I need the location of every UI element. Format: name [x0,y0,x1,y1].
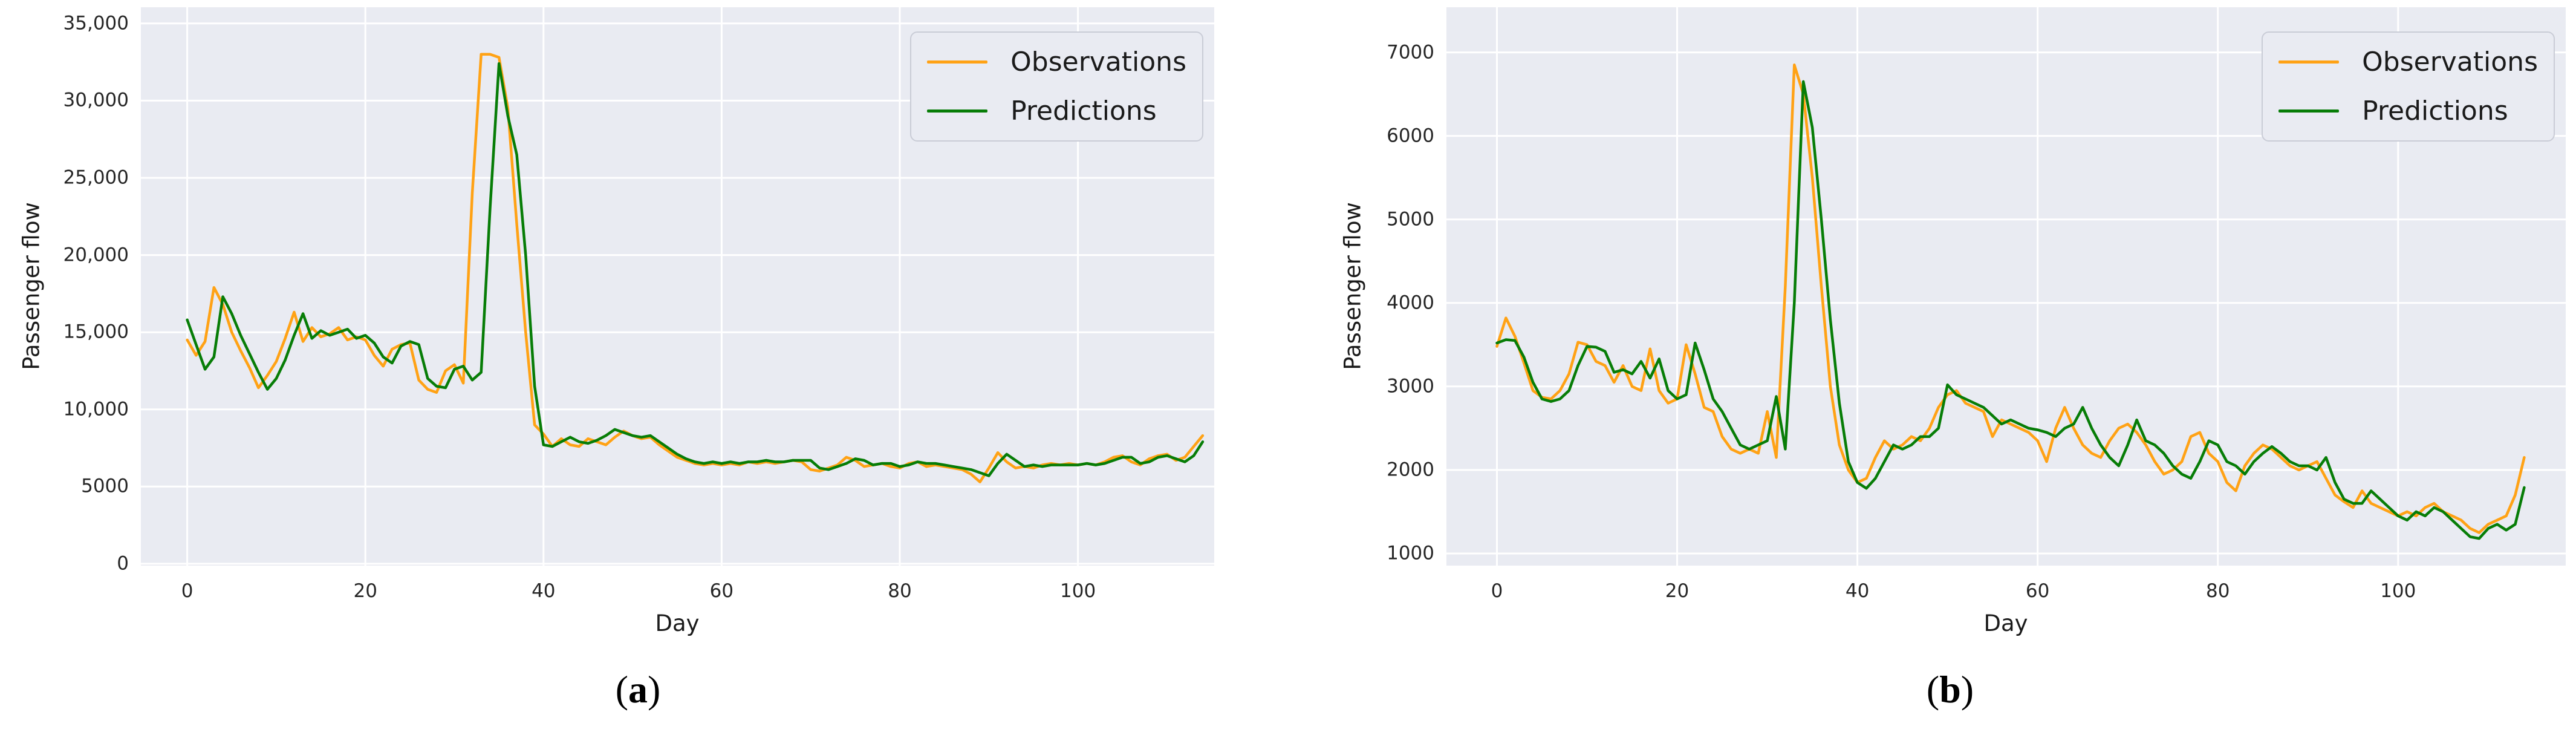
legend-a: Observations Predictions [910,31,1203,142]
x-tick-label-b: 0 [1491,580,1503,602]
y-tick-label-b: 5000 [1387,208,1434,230]
series-predictions [1495,80,2526,540]
legend-item-predictions: Predictions [2278,94,2538,128]
legend-label-predictions: Predictions [2362,96,2508,127]
legend-item-predictions: Predictions [927,94,1186,128]
legend-swatch-predictions [927,109,988,113]
plot-area-b: Observations Predictions [1446,7,2566,566]
chart-svg-a [141,7,1214,566]
series-predictions [186,62,1205,477]
caption-a-letter: a [628,668,648,711]
legend-swatch-predictions [2278,109,2340,113]
y-tick-label-b: 7000 [1387,41,1434,64]
legend-label-predictions: Predictions [1010,96,1157,127]
x-tick-label-a: 20 [353,580,377,602]
legend-item-observations: Observations [927,45,1186,79]
plot-area-a: Observations Predictions [141,7,1214,566]
x-tick-label-b: 60 [2025,580,2050,602]
y-tick-label-a: 25,000 [63,166,129,189]
legend-item-observations: Observations [2278,45,2538,79]
y-tick-label-a: 0 [117,552,129,575]
y-tick-label-b: 6000 [1387,125,1434,147]
x-tick-label-a: 100 [1060,580,1096,602]
x-tick-label-a: 40 [532,580,556,602]
y-tick-label-a: 20,000 [63,244,129,266]
y-tick-label-a: 10,000 [63,398,129,420]
caption-b-letter: b [1939,668,1961,711]
legend-swatch-observations [927,60,988,64]
caption-a: (a) [615,668,661,711]
x-tick-label-a: 0 [181,580,194,602]
y-tick-label-b: 2000 [1387,459,1434,481]
x-tick-label-b: 80 [2205,580,2230,602]
x-axis-title-b: Day [1983,610,2028,636]
y-tick-label-a: 30,000 [63,89,129,111]
y-tick-label-b: 4000 [1387,292,1434,314]
legend-label-observations: Observations [2362,47,2538,77]
y-tick-label-b: 1000 [1387,542,1434,564]
legend-label-observations: Observations [1010,47,1186,77]
x-axis-title-a: Day [655,610,700,636]
x-tick-label-b: 20 [1665,580,1690,602]
legend-b: Observations Predictions [2262,31,2555,142]
x-tick-label-a: 60 [709,580,734,602]
caption-b: (b) [1926,668,1974,711]
y-tick-label-a: 35,000 [63,12,129,34]
y-tick-label-a: 5000 [81,475,129,497]
legend-swatch-observations [2278,60,2340,64]
x-tick-label-a: 80 [888,580,912,602]
series-observations [1495,64,2526,534]
x-tick-label-b: 100 [2380,580,2416,602]
x-tick-label-b: 40 [1845,580,1870,602]
y-tick-label-b: 3000 [1387,375,1434,397]
y-tick-label-a: 15,000 [63,321,129,343]
